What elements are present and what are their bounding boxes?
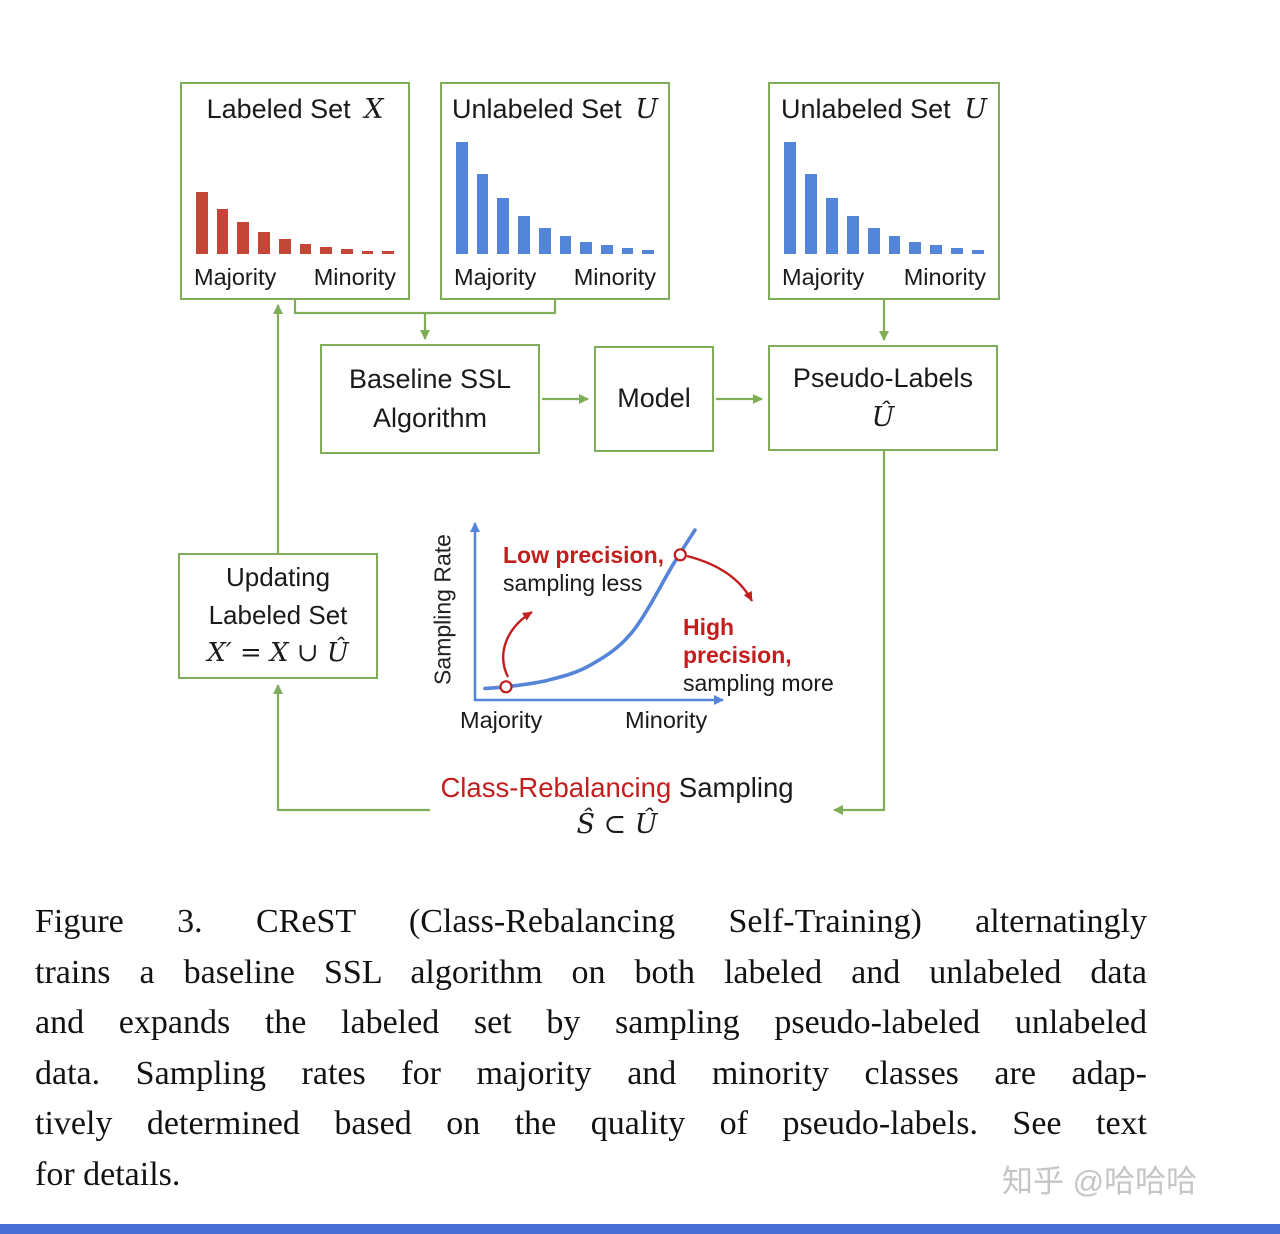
high-precision-rest: sampling more (683, 670, 834, 696)
distribution-bar (930, 245, 943, 254)
minority-label: Minority (313, 264, 396, 290)
labeled-set-axis-labels: Majority Minority (194, 264, 396, 291)
low-precision-highlight: Low precision, (503, 542, 665, 568)
caption-line: data. Sampling rates for majority and mi… (35, 1054, 1147, 1092)
arrow-sampling-to-updating (273, 684, 430, 812)
low-precision-annotation: Low precision, sampling less (503, 541, 664, 597)
high-precision-highlight: High precision, (683, 614, 792, 668)
unlabeled-set-1-bars (456, 140, 655, 254)
distribution-bar (237, 222, 250, 254)
distribution-bar (972, 250, 985, 254)
unlabeled-set-2-axis-labels: Majority Minority (782, 264, 986, 291)
model-box: Model (594, 346, 714, 452)
pseudo-labels-box: Pseudo-Labels Û (768, 345, 998, 451)
unlabeled-set-1-title: Unlabeled Set U (442, 94, 668, 125)
majority-label: Majority (782, 264, 865, 290)
distribution-bar (497, 198, 510, 254)
labeled-set-title: Labeled Set X (182, 94, 408, 125)
distribution-bar (538, 228, 551, 254)
updating-labeled-set-box: Updating Labeled Set X′ = X ∪ Û (178, 553, 378, 679)
baseline-ssl-line1: Baseline SSL (348, 363, 512, 394)
class-rebalancing-sampling-label: Class-Rebalancing Sampling Ŝ ⊂ Û (417, 772, 817, 840)
model-label: Model (617, 383, 691, 414)
sampling-title-highlight: Class-Rebalancing (440, 772, 672, 803)
high-precision-pointer-arrow (686, 554, 754, 602)
caption-line: tively determined based on the quality o… (35, 1105, 1147, 1142)
caption-line: and expands the labeled set by sampling … (35, 1004, 1147, 1041)
distribution-bar (320, 247, 332, 254)
distribution-bar (642, 250, 655, 254)
distribution-bar (600, 245, 613, 254)
distribution-bar (361, 251, 374, 254)
distribution-bar (867, 228, 880, 254)
labeled-set-symbol: X (364, 94, 384, 125)
majority-label: Majority (454, 264, 537, 290)
distribution-bar (846, 216, 859, 254)
distribution-bar (559, 236, 572, 254)
caption-line: for details. (35, 1155, 181, 1193)
pseudo-labels-line1: Pseudo-Labels (792, 362, 974, 393)
watermark: 知乎 @哈哈哈 (1002, 1164, 1198, 1199)
distribution-bar (456, 142, 468, 254)
sampling-rate-plot-canvas (470, 522, 754, 705)
unlabeled-set-2-title: Unlabeled Set U (770, 94, 998, 125)
plot-minority-label: Minority (625, 707, 708, 733)
unlabeled-set-1-title-text: Unlabeled Set (452, 94, 622, 124)
majority-label: Majority (194, 264, 277, 290)
plot-majority-label: Majority (460, 707, 543, 733)
low-precision-rest: sampling less (503, 570, 643, 596)
distribution-bar (476, 174, 489, 254)
curve-marked-point (499, 680, 513, 694)
distribution-bar (216, 209, 229, 254)
updating-line1: Updating (225, 562, 331, 593)
sampling-formula: Ŝ ⊂ Û (576, 809, 658, 840)
bottom-bar (0, 1224, 1280, 1234)
unlabeled-set-1-symbol: U (635, 94, 658, 125)
updating-formula: X′ = X ∪ Û (207, 637, 349, 668)
distribution-bar (784, 142, 796, 254)
distribution-bar (518, 216, 530, 254)
unlabeled-set-2-bars (784, 140, 985, 254)
caption-line: Figure 3. CReST (Class-Rebalancing Self-… (35, 903, 1147, 940)
labeled-set-box: Labeled Set X Majority Minority (180, 82, 410, 300)
distribution-bar (909, 242, 922, 254)
distribution-bar (299, 244, 312, 254)
distribution-bar (196, 192, 208, 254)
distribution-bar (621, 248, 634, 254)
distribution-bar (382, 251, 395, 254)
sampling-rate-plot: Sampling Rate Low precision, sampling le… (425, 505, 845, 745)
updating-line2: Labeled Set (208, 600, 348, 631)
unlabeled-set-1-axis-labels: Majority Minority (454, 264, 656, 291)
low-precision-pointer-arrow (502, 610, 533, 678)
sampling-title: Class-Rebalancing Sampling (417, 772, 817, 804)
unlabeled-set-box-2: Unlabeled Set U Majority Minority (768, 82, 1000, 300)
high-precision-annotation: High precision, sampling more (683, 613, 845, 697)
figure-caption: Figure 3. CReST (Class-Rebalancing Self-… (35, 897, 1147, 1200)
unlabeled-set-box-1: Unlabeled Set U Majority Minority (440, 82, 670, 300)
minority-label: Minority (903, 264, 986, 290)
pseudo-labels-symbol: Û (871, 402, 895, 433)
minority-label: Minority (573, 264, 656, 290)
distribution-bar (825, 198, 838, 254)
distribution-bar (888, 236, 901, 254)
baseline-ssl-line2: Algorithm (372, 403, 488, 433)
distribution-bar (340, 249, 353, 254)
distribution-bar (804, 174, 817, 254)
distribution-bar (951, 248, 964, 254)
sampling-title-rest: Sampling (671, 772, 794, 803)
labeled-set-bars (196, 140, 395, 254)
labeled-set-title-text: Labeled Set (206, 94, 351, 124)
baseline-ssl-box: Baseline SSL Algorithm (320, 344, 540, 454)
distribution-bar (258, 232, 270, 254)
caption-line: trains a baseline SSL algorithm on both … (35, 953, 1147, 991)
unlabeled-set-2-title-text: Unlabeled Set (781, 94, 951, 124)
curve-marked-point (673, 548, 687, 562)
distribution-bar (278, 239, 291, 254)
y-axis-label: Sampling Rate (429, 534, 456, 685)
curve-marked-points (499, 548, 687, 694)
unlabeled-set-2-symbol: U (964, 94, 987, 125)
distribution-bar (580, 242, 592, 254)
